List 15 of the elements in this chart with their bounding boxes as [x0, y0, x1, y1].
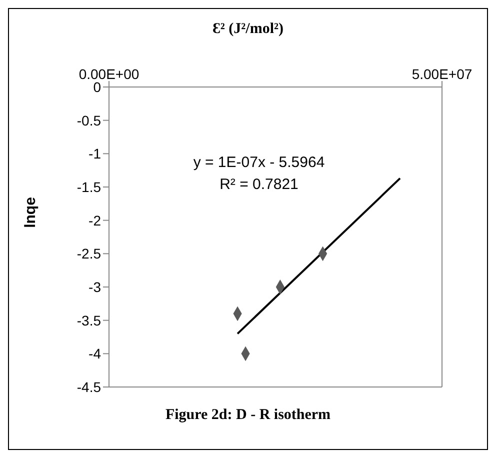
x-axis-title: Ɛ² (J²/mol²): [212, 21, 284, 38]
text: Figure 2d: D - R isotherm: [164, 407, 332, 424]
y-tick-label: -3.5: [76, 312, 102, 328]
y-tick-label: -3: [88, 278, 102, 295]
y-tick-label: -1: [88, 146, 102, 162]
y-tick-label: -0.5: [76, 112, 102, 128]
annotation: y = 1E-07x - 5.5964: [192, 154, 326, 171]
y-tick-label: -1.5: [76, 178, 102, 195]
y-tick-label: -2: [88, 212, 102, 228]
y-tick-label: -4.5: [76, 378, 102, 395]
y-axis-title: lnqe: [22, 197, 39, 228]
x-tick-label: 5.00E+07: [412, 66, 472, 82]
y-tick-label: -2.5: [76, 246, 102, 262]
y-tick-label: -4: [88, 346, 102, 362]
annotation: R² = 0.7821: [218, 176, 300, 193]
